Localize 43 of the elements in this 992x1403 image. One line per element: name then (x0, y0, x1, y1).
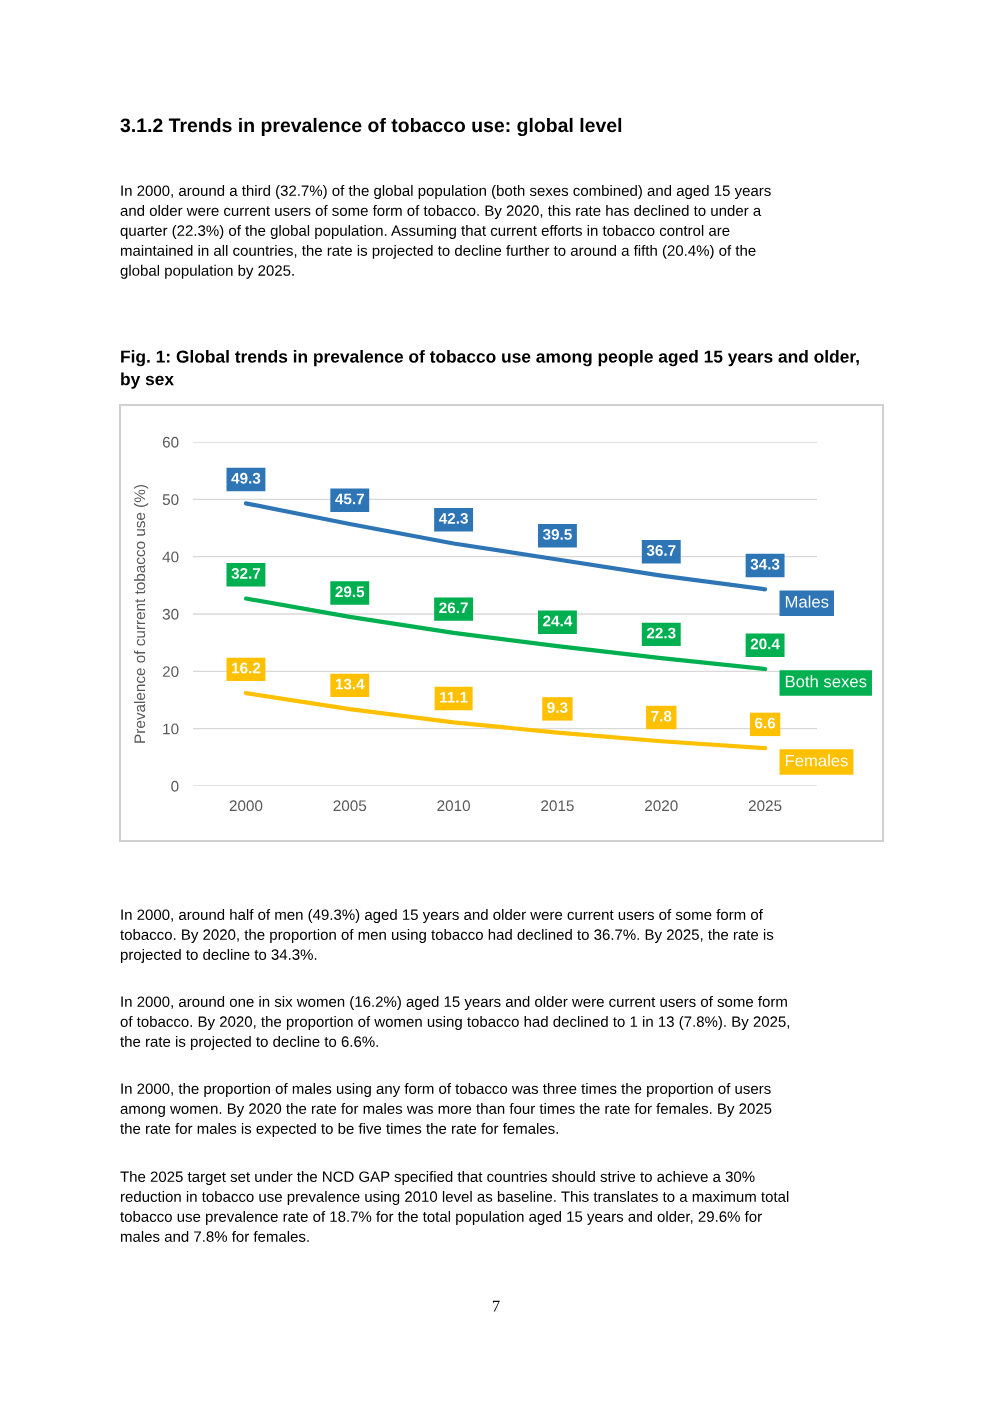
y-tick-label: 40 (162, 551, 179, 563)
data-label: 49.3 (231, 472, 261, 484)
data-label: 20.4 (750, 638, 780, 650)
data-label: 36.7 (646, 545, 676, 556)
data-label: 24.4 (543, 615, 573, 627)
chart-title: Fig. 1: Global trends in prevalence of tobacco use among people aged 15 years and older, by sex (121, 350, 859, 389)
text: In 2000, around half of men (49.3%) aged 15 years and older were current users of some form of tobacco. By 2020, the proportion of men using tobacco had declined to 36.7%. By 2025, the rate is projected to decline to 34.3%. (120, 909, 774, 963)
text: The 2025 target set under the NCD GAP specified that countries should strive to achieve a 30% reduction in tobacco use prevalence using 2010 level as baseline. This translates to a maximum total tobacco use prevalence rate of 18.7% for the total population aged 15 years and older, 29.6% for males and 7.8% for females. (120, 1171, 789, 1242)
y-tick-label: 0 (171, 780, 179, 792)
x-tick-label: 2010 (437, 800, 470, 812)
text: In 2000, the proportion of males using any form of tobacco was three times the proportion of users among women. By 2020 the rate for males was more than four times the rate for females. By 2025 the rate for males is expected to be five times the rate for females. (120, 1083, 772, 1137)
data-label: 32.7 (231, 568, 261, 579)
data-label: 42.3 (438, 512, 468, 524)
data-label: 39.5 (542, 529, 572, 540)
data-label: 29.5 (335, 586, 365, 598)
data-label: 13.4 (335, 678, 365, 690)
text: 7 (492, 1300, 500, 1312)
y-tick-label: 20 (162, 666, 179, 678)
y-tick-label: 10 (163, 723, 179, 735)
x-tick-label: 2000 (229, 800, 263, 812)
text: In 2000, around one in six women (16.2%) aged 15 years and older were current users of some form of tobacco. By 2020, the proportion of women using tobacco had declined to 1 in 13 (7.8%). By 2025, the rate is projected to decline to 6.6%. (120, 996, 790, 1050)
series-label: Both sexes (785, 675, 867, 688)
data-label: 22.3 (646, 627, 676, 639)
y-tick-label: 50 (162, 494, 179, 506)
y-tick-label: 30 (162, 608, 179, 620)
data-label: 9.3 (547, 702, 568, 714)
x-tick-label: 2025 (748, 800, 782, 812)
text: In 2000, around a third (32.7%) of the global population (both sexes combined) and aged 15 years and older were current users of some form of tobacco. By 2020, this rate has declined to under a quarter (22.3%) of the global population. Assuming that current efforts in tobacco control are maintained in all countries, the rate is projected to decline further to around a fifth (20.4%) of the global population by 2025. (120, 185, 771, 279)
y-axis-title: Prevalence of current tobacco use (%) (133, 485, 149, 743)
data-label: 7.8 (651, 710, 672, 722)
data-label: 34.3 (750, 558, 780, 570)
data-label: 26.7 (439, 602, 468, 614)
data-label: 11.1 (440, 692, 468, 703)
data-label: 45.7 (335, 493, 364, 505)
x-tick-label: 2015 (541, 800, 574, 812)
series-label: Males (785, 595, 829, 608)
text: 3.1.2 Trends in prevalence of tobacco use: global level (120, 117, 622, 137)
data-label: 16.2 (232, 662, 261, 674)
data-label: 6.6 (755, 717, 776, 729)
series-label: Females (785, 754, 848, 767)
x-tick-label: 2005 (333, 800, 367, 812)
x-tick-label: 2020 (645, 800, 678, 812)
y-tick-label: 60 (162, 436, 179, 448)
